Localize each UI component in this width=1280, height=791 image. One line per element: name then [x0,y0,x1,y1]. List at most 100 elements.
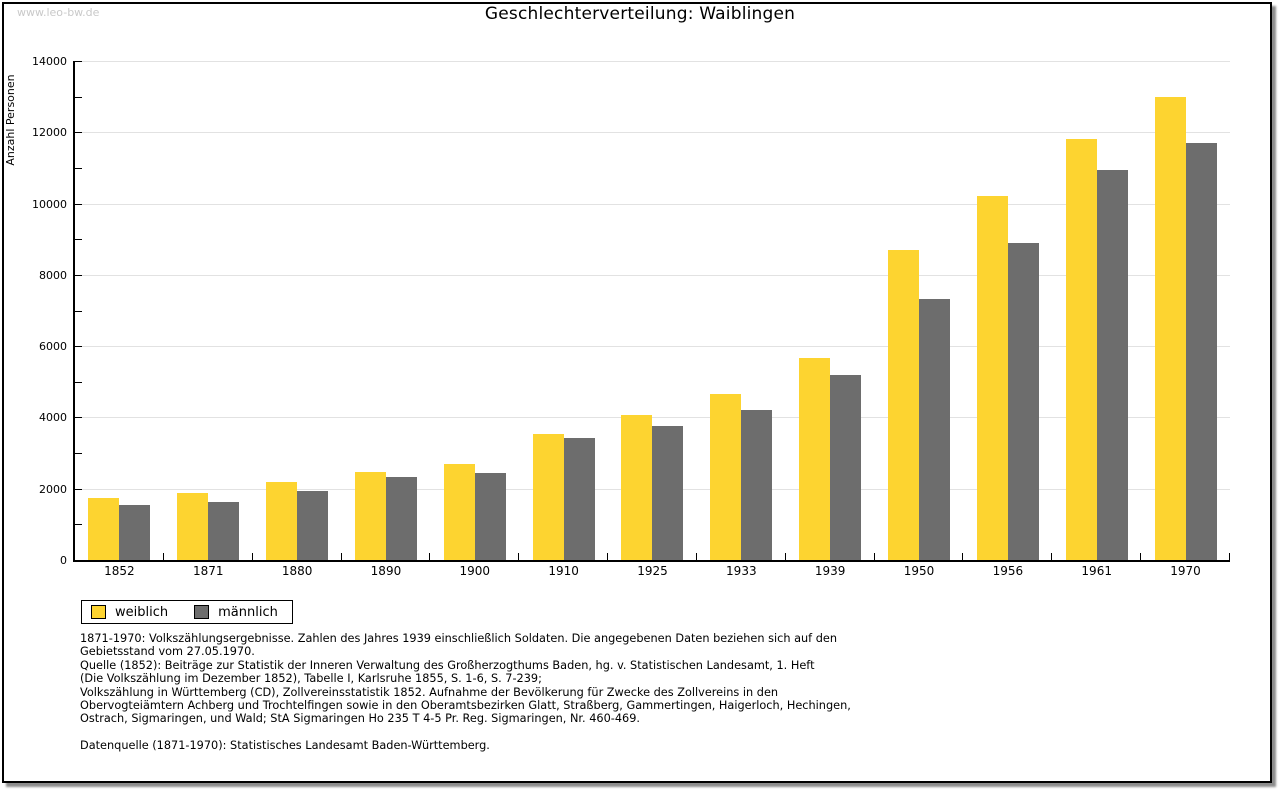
y-tick-3000 [75,453,82,455]
bar-weiblich-1933 [710,394,742,560]
x-label-1871: 1871 [192,564,224,578]
y-tick-label-12000: 12000 [32,126,67,140]
x-label-1961: 1961 [1081,564,1112,578]
y-tick-7000 [75,310,82,312]
y-tick-9000 [75,239,82,241]
y-tick-1000 [75,524,82,526]
bar-group-1925 [608,61,697,560]
bar-weiblich-1900 [443,463,475,560]
bar-weiblich-1939 [799,357,831,560]
bar-männlich-1970 [1185,142,1217,560]
bar-weiblich-1970 [1154,96,1186,560]
x-label-1900: 1900 [459,564,491,578]
x-label-1950: 1950 [903,564,935,578]
y-tick-6000 [75,346,82,348]
x-tick-6 [607,553,609,560]
y-tick-label-6000: 6000 [39,340,67,354]
chart-title: Geschlechterverteilung: Waiblingen [484,4,796,24]
bar-group-1900 [430,61,519,560]
bar-group-1871 [164,61,253,560]
bar-group-1880 [253,61,342,560]
bar-männlich-1852 [119,504,151,560]
x-label-1890: 1890 [370,564,402,578]
x-tick-13 [1229,553,1230,560]
x-tick-5 [518,553,520,560]
gridline-4000 [75,417,1230,419]
footnote-line-2: Gebietsstand vom 27.05.1970. [80,645,255,659]
legend-swatch-weiblich [91,605,106,619]
legend-item-weiblich: weiblich [91,605,168,620]
x-tick-9 [873,553,875,560]
gridline-6000 [75,346,1230,348]
footnote-block: 1871-1970: Volkszählungsergebnisse. Zahl… [80,632,851,726]
bar-weiblich-1910 [532,433,564,560]
bar-männlich-1910 [563,438,595,560]
y-tick-14000 [75,61,82,62]
x-tick-8 [784,553,786,560]
x-tick-11 [1051,553,1053,560]
bar-group-1950 [875,61,964,560]
footnote-line-6: Obervogteiämtern Achberg und Trochtelfin… [80,699,851,713]
y-tick-label-0: 0 [60,554,67,567]
bar-group-1961 [1052,61,1141,560]
gridline-10000 [75,203,1230,205]
bar-weiblich-1852 [88,498,120,560]
x-label-1956: 1956 [992,564,1024,578]
footnote-line-5: Volkszählung in Württemberg (CD), Zollve… [80,685,779,699]
x-tick-3 [340,553,342,560]
x-tick-10 [962,553,964,560]
x-tick-4 [429,553,431,560]
y-tick-13000 [75,96,82,98]
x-axis-labels: 1852 1871 1880 1890 1900 1910 1925 1933 1939 1950… [75,564,1230,578]
bar-group-1933 [697,61,786,560]
bar-männlich-1961 [1096,169,1128,560]
y-tick-11000 [75,167,82,169]
bar-weiblich-1925 [621,415,653,560]
bar-männlich-1900 [474,473,506,560]
y-tick-label-4000: 4000 [39,411,67,425]
bar-männlich-1925 [652,426,684,560]
legend-item-männlich: männlich [194,605,278,620]
y-tick-label-2000: 2000 [39,482,67,496]
x-label-1925: 1925 [637,564,668,578]
bar-weiblich-1956 [976,196,1008,560]
y-tick-8000 [75,274,82,276]
legend-label-männlich: männlich [218,604,278,620]
y-axis-line [73,61,75,562]
footnote-line-1: 1871-1970: Volkszählungsergebnisse. Zahl… [80,632,838,645]
gridline-8000 [75,274,1230,276]
y-tick-4000 [75,417,82,419]
gridline-12000 [75,132,1230,134]
footnote-line-4: (Die Volkszählung im Dezember 1852), Tab… [80,672,542,686]
x-label-1852: 1852 [104,564,135,578]
x-tick-1 [162,553,164,560]
x-label-1910: 1910 [548,564,579,578]
bar-männlich-1890 [385,477,417,560]
x-tick-2 [251,553,253,560]
x-axis-line [73,560,1230,562]
bar-weiblich-1871 [177,493,209,560]
bar-group-1956 [963,61,1052,560]
x-tick-12 [1140,553,1142,560]
bar-männlich-1933 [741,409,773,560]
watermark-leo-bw: www.leo-bw.de [17,6,100,19]
y-tick-label-8000: 8000 [39,268,67,282]
legend-label-weiblich: weiblich [115,604,169,620]
bar-weiblich-1961 [1065,139,1097,560]
y-axis-title: Anzahl Personen [4,74,17,166]
bar-männlich-1871 [208,501,240,560]
bar-weiblich-1890 [354,471,386,560]
x-label-1939: 1939 [814,564,846,578]
bar-männlich-1950 [919,298,951,560]
plot-area: 0 2000 4000 6000 8000 10000 12000 14000 [32,56,1230,566]
bar-group-1910 [519,61,608,560]
bar-männlich-1880 [297,490,329,560]
bar-group-1852 [75,61,164,560]
legend-swatch-männlich [194,605,210,619]
bar-group-1970 [1141,61,1230,560]
bar-männlich-1939 [830,375,862,560]
legend: weiblich männlich [81,600,293,624]
y-tick-10000 [75,203,82,205]
gridline-14000 [75,61,1230,62]
